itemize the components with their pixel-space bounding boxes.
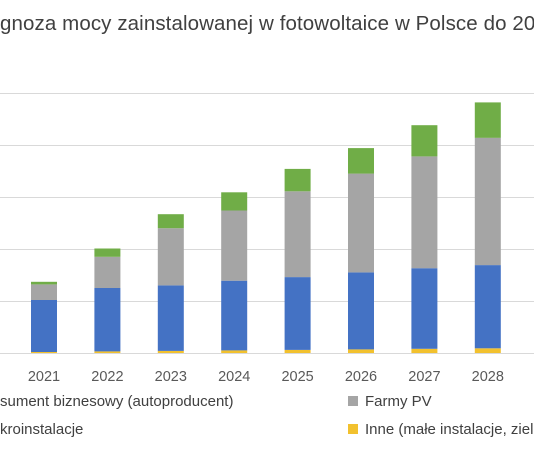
bar-segment-2024-s2	[221, 210, 248, 281]
bar-segment-2025-s1	[284, 277, 311, 350]
bar-segment-2026-s3	[348, 148, 374, 174]
x-tick-label-2021: 2021	[28, 369, 60, 385]
bar-segment-2023-s1	[157, 285, 184, 351]
bar-segment-2021-s1	[31, 300, 57, 352]
x-tick-label-2025: 2025	[281, 369, 313, 385]
bar-segment-2027-s0	[411, 348, 438, 353]
legend-swatch-inne	[348, 424, 358, 434]
legend-item-biznes: sument biznesowy (autoproducent)	[0, 393, 233, 410]
bar-segment-2024-s0	[221, 350, 248, 353]
x-tick-label-2026: 2026	[345, 369, 377, 385]
bar-segment-2026-s1	[348, 272, 374, 350]
x-tick-label-2023: 2023	[155, 369, 187, 385]
legend-label-inne: Inne (małe instalacje, ziel	[365, 421, 534, 438]
legend-swatch-farmy	[348, 396, 358, 406]
legend-label-mikro: kroinstalacje	[0, 421, 84, 438]
x-tick-labels: 2021 2022 2023 2024 2025 2026 2027 2028	[28, 369, 504, 385]
bar-segment-2024-s3	[221, 192, 248, 211]
bar-segment-2024-s1	[221, 280, 248, 351]
bar-segment-2023-s2	[157, 228, 184, 286]
bar-segment-2028-s1	[474, 265, 501, 349]
x-tick-label-2022: 2022	[91, 369, 123, 385]
legend-item-inne: Inne (małe instalacje, ziel	[348, 421, 533, 438]
bar-segment-2025-s3	[284, 168, 311, 192]
x-tick-label-2028: 2028	[472, 369, 504, 385]
chart-title: gnoza mocy zainstalowanej w fotowoltaice…	[0, 12, 534, 35]
bar-segment-2021-s2	[31, 284, 57, 300]
legend-label-farmy: Farmy PV	[365, 393, 432, 410]
bar-segment-2028-s0	[474, 348, 501, 353]
bar-segment-2027-s1	[411, 268, 438, 349]
bar-segment-2028-s3	[474, 102, 501, 138]
bar-segment-2022-s3	[94, 248, 121, 257]
bar-segment-2025-s2	[284, 191, 311, 278]
bar-segment-2022-s1	[94, 288, 121, 352]
bar-segment-2022-s2	[94, 256, 121, 288]
bar-segment-2026-s2	[348, 173, 374, 273]
legend-item-mikro: kroinstalacje	[0, 421, 83, 438]
legend-item-farmy: Farmy PV	[348, 393, 432, 410]
bar-segment-2027-s3	[411, 125, 438, 157]
legend-label-biznes: sument biznesowy (autoproducent)	[0, 393, 234, 410]
bar-segment-2022-s0	[94, 351, 121, 353]
gridlines	[0, 93, 534, 354]
x-tick-label-2024: 2024	[218, 369, 250, 385]
bar-segment-2023-s3	[157, 214, 184, 229]
bar-segment-2021-s0	[31, 352, 57, 353]
x-tick-label-2027: 2027	[408, 369, 440, 385]
bar-segment-2027-s2	[411, 156, 438, 269]
bar-segment-2021-s3	[31, 281, 57, 285]
bar-segment-2025-s0	[284, 349, 311, 353]
bars	[31, 102, 501, 353]
bar-segment-2023-s0	[157, 350, 184, 353]
bar-segment-2028-s2	[474, 137, 501, 266]
bar-segment-2026-s0	[348, 349, 374, 353]
